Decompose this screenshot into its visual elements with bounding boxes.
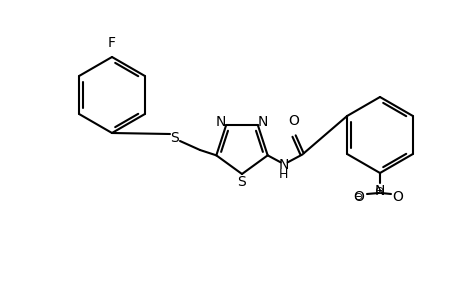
Text: ⊕: ⊕ — [375, 186, 384, 196]
Text: O: O — [288, 114, 298, 128]
Text: O: O — [392, 190, 403, 204]
Text: N: N — [374, 184, 384, 198]
Text: N: N — [278, 158, 288, 172]
Text: F: F — [108, 36, 116, 50]
Text: S: S — [170, 131, 179, 145]
Text: ⊖: ⊖ — [353, 192, 363, 202]
Text: N: N — [257, 115, 268, 129]
Text: S: S — [237, 175, 246, 189]
Text: N: N — [215, 115, 226, 129]
Text: H: H — [279, 168, 288, 181]
Text: O: O — [353, 190, 364, 204]
